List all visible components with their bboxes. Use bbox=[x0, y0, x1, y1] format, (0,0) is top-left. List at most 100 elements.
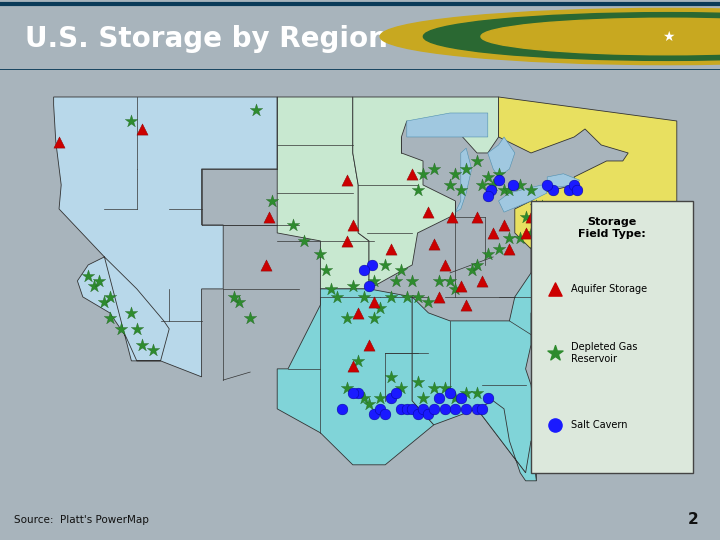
Point bbox=[325, 285, 337, 293]
Point bbox=[369, 409, 380, 418]
Point bbox=[471, 388, 482, 397]
Polygon shape bbox=[547, 174, 580, 188]
Point bbox=[401, 404, 413, 413]
Text: Aquifer Storage: Aquifer Storage bbox=[571, 284, 647, 294]
Point bbox=[536, 201, 547, 210]
Circle shape bbox=[423, 12, 720, 60]
Point bbox=[384, 245, 396, 253]
Point bbox=[299, 237, 310, 245]
Point bbox=[574, 218, 585, 226]
Point bbox=[531, 245, 542, 253]
Point bbox=[94, 276, 105, 285]
Point bbox=[245, 313, 256, 322]
Point bbox=[438, 384, 451, 393]
Polygon shape bbox=[353, 97, 498, 289]
Point bbox=[341, 176, 353, 185]
Point bbox=[384, 373, 396, 381]
Point bbox=[341, 384, 353, 393]
Point bbox=[379, 409, 391, 418]
Point bbox=[461, 301, 472, 309]
Point bbox=[438, 404, 451, 413]
Text: Depleted Gas
Reservoir: Depleted Gas Reservoir bbox=[571, 342, 637, 363]
Point bbox=[504, 185, 516, 194]
Point bbox=[330, 293, 342, 301]
Point bbox=[563, 245, 575, 253]
Point bbox=[412, 293, 423, 301]
Polygon shape bbox=[477, 401, 536, 481]
Point bbox=[320, 265, 331, 274]
Point bbox=[574, 261, 585, 269]
Point bbox=[482, 249, 494, 258]
Point bbox=[492, 170, 504, 178]
Point bbox=[412, 185, 423, 194]
Point bbox=[364, 400, 375, 408]
Point bbox=[549, 348, 560, 357]
Point bbox=[455, 185, 467, 194]
Point bbox=[315, 249, 326, 258]
Point bbox=[384, 393, 396, 402]
Point bbox=[374, 304, 386, 313]
Point bbox=[557, 218, 569, 226]
Point bbox=[347, 221, 359, 230]
Point bbox=[541, 180, 553, 189]
Point bbox=[449, 285, 461, 293]
Point bbox=[477, 276, 488, 285]
Point bbox=[369, 276, 380, 285]
Point bbox=[412, 377, 423, 386]
Polygon shape bbox=[277, 289, 433, 465]
Point bbox=[498, 185, 510, 194]
Point bbox=[595, 218, 607, 226]
Point bbox=[228, 293, 240, 301]
Point bbox=[536, 228, 547, 237]
Point bbox=[449, 170, 461, 178]
Point bbox=[366, 261, 378, 269]
Point bbox=[53, 138, 65, 146]
Circle shape bbox=[380, 9, 720, 65]
Point bbox=[390, 388, 402, 397]
Point bbox=[266, 197, 277, 205]
Polygon shape bbox=[455, 148, 472, 212]
Point bbox=[433, 276, 445, 285]
Text: 2: 2 bbox=[688, 512, 698, 527]
Point bbox=[137, 341, 148, 349]
Point bbox=[418, 393, 429, 402]
Point bbox=[520, 228, 531, 237]
Point bbox=[126, 308, 138, 317]
Polygon shape bbox=[488, 137, 515, 177]
Point bbox=[487, 180, 499, 189]
Point bbox=[471, 213, 482, 221]
Polygon shape bbox=[498, 185, 547, 212]
Point bbox=[261, 261, 272, 269]
Point bbox=[455, 281, 467, 290]
Point bbox=[433, 293, 445, 301]
Point bbox=[492, 176, 504, 185]
Point bbox=[541, 249, 553, 258]
Point bbox=[485, 185, 497, 194]
Point bbox=[444, 276, 456, 285]
Text: Source:  Platt's PowerMap: Source: Platt's PowerMap bbox=[14, 515, 149, 525]
Point bbox=[428, 165, 439, 173]
Point bbox=[423, 208, 434, 217]
Polygon shape bbox=[412, 265, 585, 481]
Point bbox=[287, 221, 299, 230]
Point bbox=[358, 393, 369, 402]
Point bbox=[423, 298, 434, 306]
Polygon shape bbox=[277, 97, 369, 289]
Point bbox=[446, 213, 458, 221]
Point bbox=[406, 404, 418, 413]
Point bbox=[552, 228, 564, 237]
Point bbox=[418, 170, 429, 178]
Point bbox=[549, 285, 560, 293]
Point bbox=[520, 213, 531, 221]
Point bbox=[250, 105, 261, 114]
Point bbox=[461, 165, 472, 173]
Point bbox=[384, 293, 396, 301]
Point bbox=[374, 404, 386, 413]
Point bbox=[482, 393, 494, 402]
Point bbox=[433, 393, 445, 402]
Point bbox=[507, 180, 518, 189]
Point bbox=[569, 180, 580, 189]
Point bbox=[353, 356, 364, 365]
Point bbox=[526, 213, 537, 221]
Point bbox=[498, 221, 510, 230]
